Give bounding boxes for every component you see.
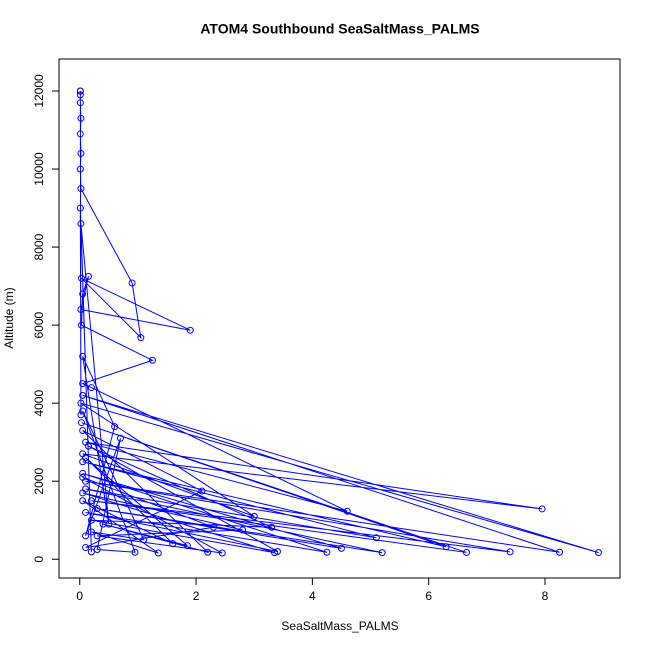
x-tick-label: 6 (425, 589, 432, 603)
y-tick-label: 12000 (32, 74, 46, 108)
plot-frame (58, 58, 621, 579)
x-axis-label: SeaSaltMass_PALMS (281, 619, 398, 633)
data-point (442, 543, 450, 551)
data-point (250, 512, 258, 520)
y-tick-label: 8000 (32, 233, 46, 260)
data-point (82, 532, 90, 540)
data-point (93, 532, 101, 540)
data-point (140, 536, 148, 544)
data-point (556, 548, 564, 556)
data-point (77, 399, 85, 407)
data-point (77, 411, 85, 419)
data-point (76, 99, 84, 107)
data-point (506, 548, 514, 556)
x-tick-label: 4 (309, 589, 316, 603)
data-point (82, 544, 90, 552)
data-point (87, 516, 95, 524)
data-point (78, 321, 86, 329)
data-point (76, 130, 84, 138)
x-tick-label: 0 (76, 589, 83, 603)
data-point (84, 272, 92, 280)
data-point (79, 473, 87, 481)
data-point (154, 549, 162, 557)
data-point (93, 505, 101, 513)
data-point (82, 508, 90, 516)
data-point (378, 549, 386, 557)
data-point (78, 419, 86, 427)
data-point (271, 549, 279, 557)
data-point (343, 507, 351, 515)
data-point (77, 306, 85, 314)
data-point (84, 442, 92, 450)
data-point (76, 165, 84, 173)
data-point (131, 548, 139, 556)
data-point (79, 407, 87, 415)
data-point (169, 540, 177, 548)
data-point (79, 352, 87, 360)
data-point (372, 534, 380, 542)
data-point (337, 544, 345, 552)
data-point (323, 548, 331, 556)
data-point (77, 114, 85, 122)
data-point (79, 426, 87, 434)
x-tick-label: 2 (193, 589, 200, 603)
data-point (594, 549, 602, 557)
data-point (77, 220, 85, 228)
data-point (79, 489, 87, 497)
data-point (183, 542, 191, 550)
data-point (79, 380, 87, 388)
data-point (82, 454, 90, 462)
data-point (218, 549, 226, 557)
data-point (210, 523, 218, 531)
y-tick-label: 2000 (32, 468, 46, 495)
data-point (87, 548, 95, 556)
data-point (87, 384, 95, 392)
data-point (116, 434, 124, 442)
x-tick-label: 8 (542, 589, 549, 603)
data-point (198, 487, 206, 495)
data-point (78, 274, 86, 282)
y-tick-label: 4000 (32, 390, 46, 417)
data-point (79, 497, 87, 505)
data-point (111, 423, 119, 431)
data-point (76, 91, 84, 99)
y-tick-label: 0 (32, 556, 46, 563)
data-point (137, 334, 145, 342)
data-point (148, 356, 156, 364)
data-point (77, 149, 85, 157)
data-point (268, 523, 276, 531)
data-point (128, 279, 136, 287)
y-axis-label: Altitude (m) (2, 287, 16, 348)
data-point (538, 505, 546, 513)
data-point (462, 548, 470, 556)
y-tick-label: 10000 (32, 152, 46, 186)
data-point (186, 326, 194, 334)
data-point (76, 87, 84, 95)
data-point (77, 185, 85, 193)
data-point (204, 548, 212, 556)
data-point (79, 290, 87, 298)
data-point (87, 528, 95, 536)
data-point (79, 469, 87, 477)
data-point (239, 526, 247, 534)
data-point (93, 546, 101, 554)
data-point (105, 520, 113, 528)
data-point (87, 497, 95, 505)
y-tick-label: 6000 (32, 311, 46, 338)
chart-title: ATOM4 Southbound SeaSaltMass_PALMS (200, 21, 479, 37)
data-point (79, 391, 87, 399)
data-point (76, 204, 84, 212)
data-line (79, 90, 599, 554)
